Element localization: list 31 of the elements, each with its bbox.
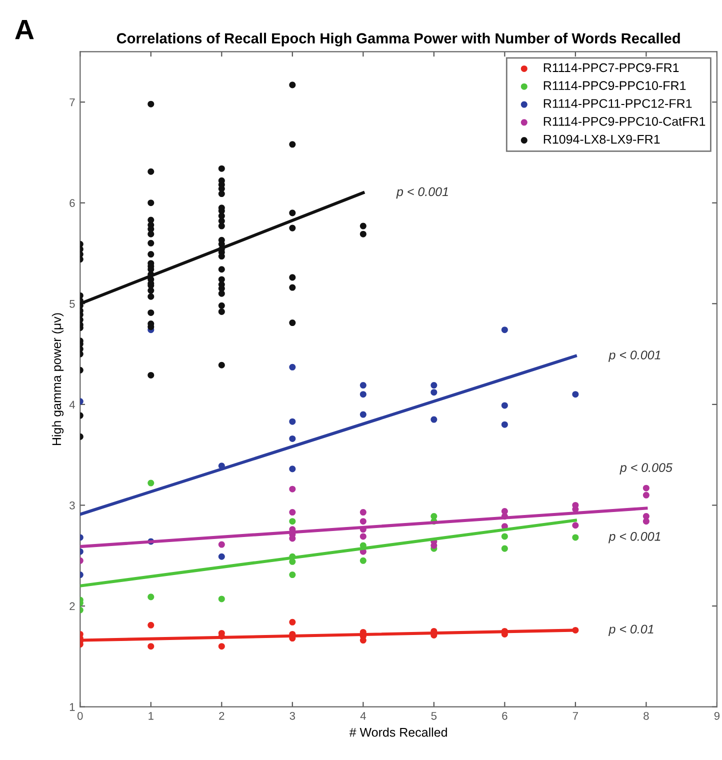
x-tick-label: 6 xyxy=(502,712,508,720)
x-tick-label: 3 xyxy=(290,712,296,720)
x-axis-title: # Words Recalled xyxy=(349,728,447,737)
y-tick-label: 3 xyxy=(70,501,75,510)
y-axis-title: High gamma power (μv) xyxy=(52,313,64,446)
text: A xyxy=(15,20,34,40)
y-tick-label: 1 xyxy=(70,703,75,711)
x-tick-label: 8 xyxy=(644,712,649,720)
x-tick-label: 4 xyxy=(360,712,366,720)
y-tick-label: 7 xyxy=(70,98,75,106)
y-tick-label: 2 xyxy=(70,602,75,610)
annotation: p < 0.001 xyxy=(608,532,660,544)
annotation: p < 0.005 xyxy=(620,463,672,474)
legend-label: R1114-PPC7-PPC9-FR1 xyxy=(544,63,679,72)
legend-label: R1114-PPC9-PPC10-CatFR1 xyxy=(544,116,706,126)
annotation: p < 0.001 xyxy=(396,187,448,199)
x-tick-label: 9 xyxy=(714,712,720,720)
x-tick-label: 5 xyxy=(431,712,437,720)
x-tick-label: 0 xyxy=(77,712,83,720)
chart-title: Correlations of Recall Epoch High Gamma Power with Number of Words Recalled xyxy=(116,32,680,46)
annotation: p < 0.001 xyxy=(608,350,660,362)
y-tick-label: 6 xyxy=(70,199,75,207)
y-tick-label: 5 xyxy=(70,300,75,308)
legend-label: R1094-LX8-LX9-FR1 xyxy=(544,134,660,144)
x-tick-label: 1 xyxy=(148,712,154,720)
legend-label: R1114-PPC11-PPC12-FR1 xyxy=(544,99,692,108)
x-tick-label: 7 xyxy=(572,712,578,720)
annotation: p < 0.01 xyxy=(608,624,654,636)
y-tick-label: 4 xyxy=(69,400,75,408)
x-tick-label: 2 xyxy=(219,712,224,720)
legend-label: R1114-PPC9-PPC10-FR1 xyxy=(544,81,686,90)
